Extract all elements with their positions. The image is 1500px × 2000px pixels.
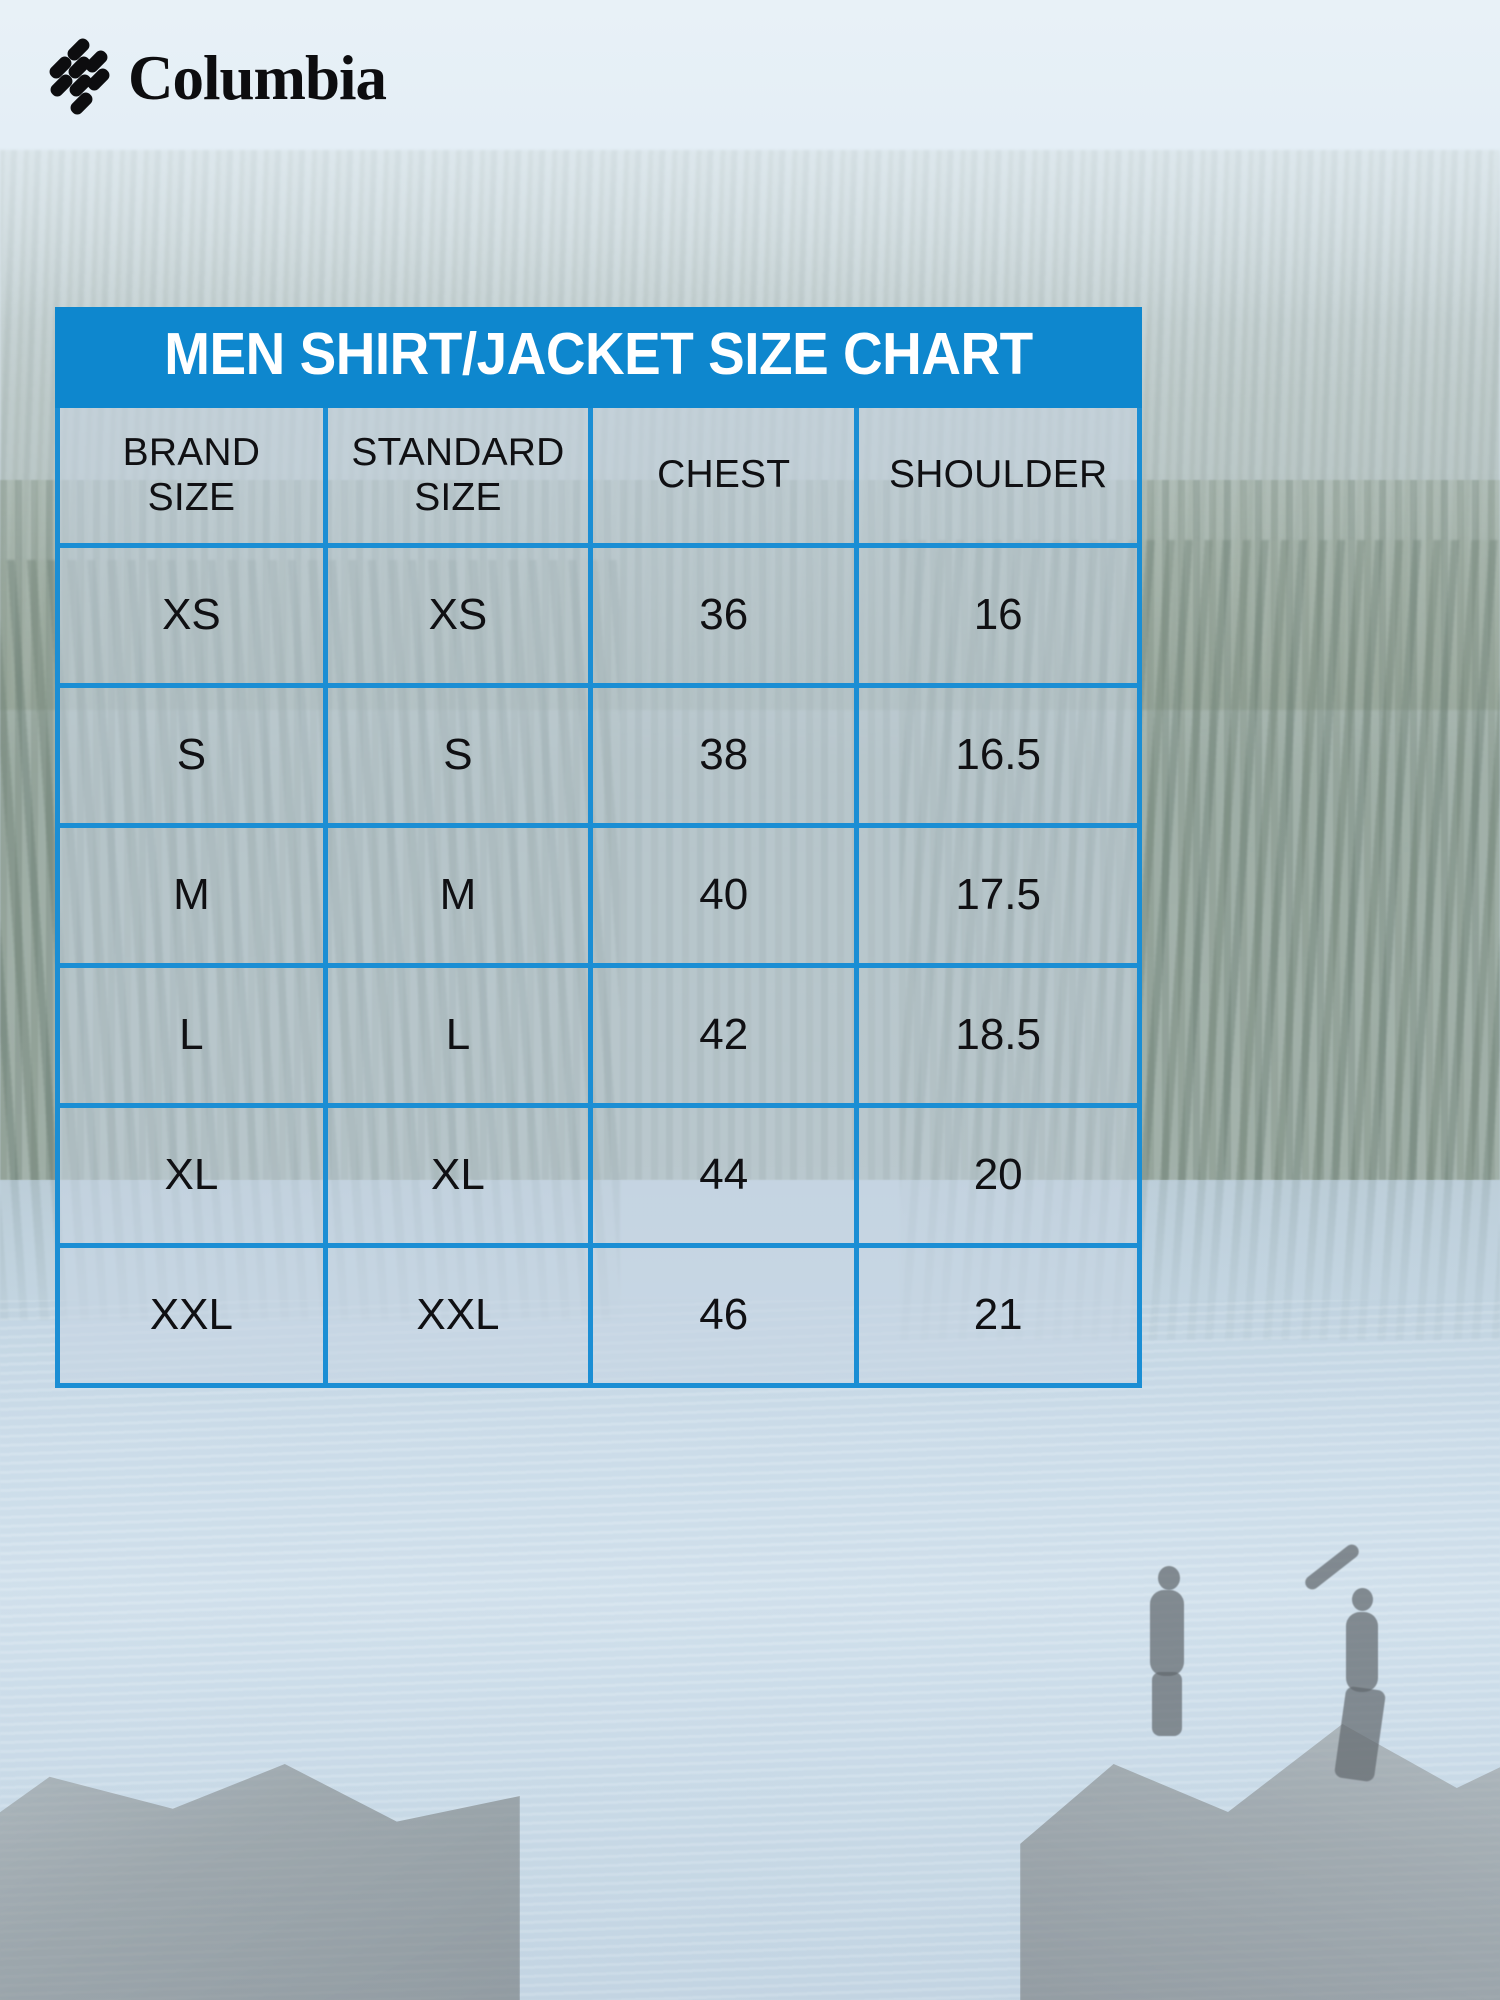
cell-brand-size: L bbox=[55, 968, 328, 1108]
cell-standard-size: XS bbox=[327, 548, 594, 688]
columbia-diamond-logo-icon bbox=[46, 36, 114, 117]
cell-brand-size: M bbox=[55, 828, 328, 968]
cell-shoulder: 18.5 bbox=[859, 968, 1142, 1108]
size-chart-table: BRAND SIZE STANDARD SIZE CHEST SHOULDER bbox=[55, 408, 1142, 1388]
cell-shoulder: 17.5 bbox=[859, 828, 1142, 968]
table-row: S S 38 16.5 bbox=[55, 688, 1142, 828]
columbia-logo: Columbia bbox=[46, 36, 387, 117]
cell-chest: 46 bbox=[593, 1248, 860, 1388]
cell-shoulder: 21 bbox=[859, 1248, 1142, 1388]
table-row: XS XS 36 16 bbox=[55, 548, 1142, 688]
size-chart-title: MEN SHIRT/JACKET SIZE CHART bbox=[164, 321, 1033, 387]
cell-brand-size: XS bbox=[55, 548, 328, 688]
size-chart-card: MEN SHIRT/JACKET SIZE CHART BRAND SIZE S… bbox=[55, 307, 1142, 1388]
cell-shoulder: 16 bbox=[859, 548, 1142, 688]
table-row: M M 40 17.5 bbox=[55, 828, 1142, 968]
table-row: L L 42 18.5 bbox=[55, 968, 1142, 1108]
cell-standard-size: L bbox=[327, 968, 594, 1108]
cell-chest: 42 bbox=[593, 968, 860, 1108]
columbia-wordmark: Columbia bbox=[128, 42, 387, 113]
column-header-brand-size: BRAND SIZE bbox=[55, 408, 328, 548]
cell-brand-size: S bbox=[55, 688, 328, 828]
cell-standard-size: XL bbox=[327, 1108, 594, 1248]
column-header-shoulder: SHOULDER bbox=[859, 408, 1142, 548]
cell-standard-size: S bbox=[327, 688, 594, 828]
column-header-standard-size: STANDARD SIZE bbox=[327, 408, 594, 548]
cell-chest: 36 bbox=[593, 548, 860, 688]
table-row: XXL XXL 46 21 bbox=[55, 1248, 1142, 1388]
table-header-row: BRAND SIZE STANDARD SIZE CHEST SHOULDER bbox=[55, 408, 1142, 548]
cell-standard-size: M bbox=[327, 828, 594, 968]
cell-brand-size: XL bbox=[55, 1108, 328, 1248]
size-chart-banner: MEN SHIRT/JACKET SIZE CHART bbox=[55, 307, 1142, 408]
table-row: XL XL 44 20 bbox=[55, 1108, 1142, 1248]
cell-shoulder: 16.5 bbox=[859, 688, 1142, 828]
cell-brand-size: XXL bbox=[55, 1248, 328, 1388]
cell-chest: 40 bbox=[593, 828, 860, 968]
cell-shoulder: 20 bbox=[859, 1108, 1142, 1248]
cell-chest: 38 bbox=[593, 688, 860, 828]
cell-standard-size: XXL bbox=[327, 1248, 594, 1388]
cell-chest: 44 bbox=[593, 1108, 860, 1248]
column-header-chest: CHEST bbox=[593, 408, 860, 548]
